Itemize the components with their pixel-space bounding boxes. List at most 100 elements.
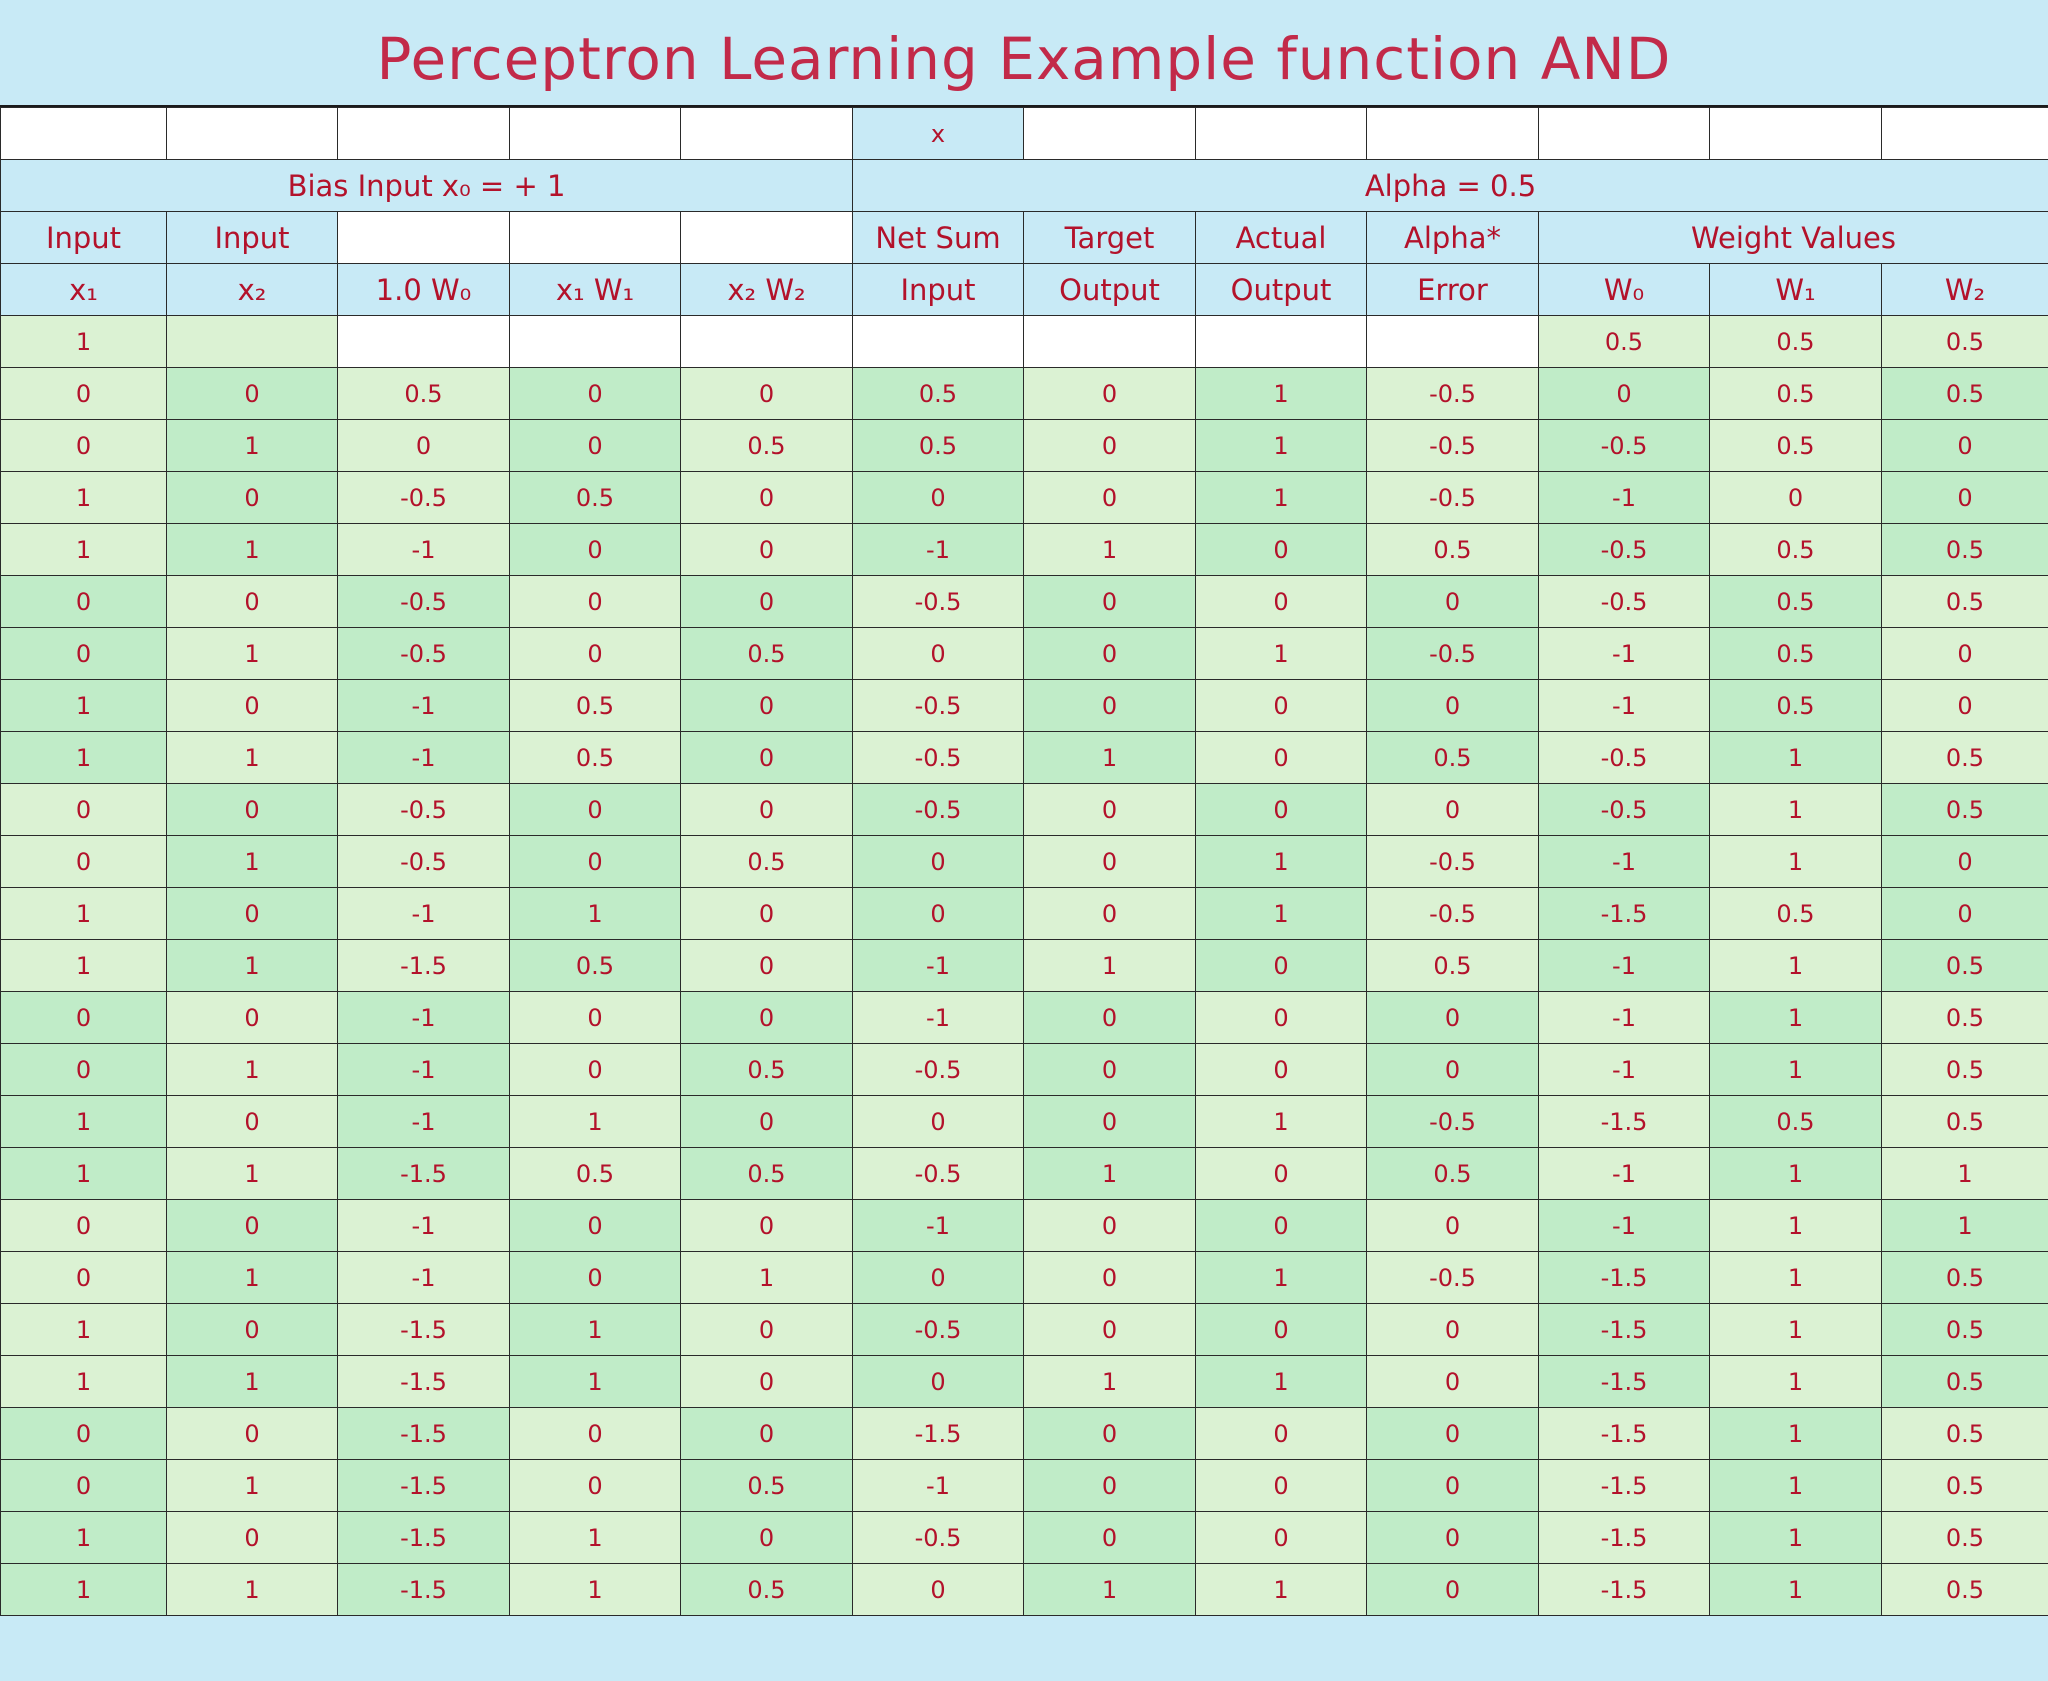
table-cell[interactable]: 1 xyxy=(509,1511,681,1564)
table-cell[interactable]: -0.5 xyxy=(1366,1251,1539,1304)
table-cell[interactable]: 0 xyxy=(166,575,338,628)
table-cell[interactable]: 0.5 xyxy=(509,939,681,992)
table-cell[interactable]: 0 xyxy=(1023,783,1196,836)
table-cell[interactable]: -1 xyxy=(1538,471,1710,524)
table-cell[interactable]: 1 xyxy=(0,315,167,368)
table-cell[interactable]: 0 xyxy=(680,1303,853,1356)
table-cell[interactable]: -0.5 xyxy=(1366,471,1539,524)
table-cell[interactable]: 1 xyxy=(0,1511,167,1564)
table-cell[interactable]: -1.5 xyxy=(337,1355,510,1408)
table-cell[interactable]: -0.5 xyxy=(852,679,1024,732)
table-cell[interactable]: 1 xyxy=(1195,419,1367,472)
table-cell[interactable]: 0.5 xyxy=(680,1459,853,1512)
table-cell[interactable]: 0 xyxy=(0,991,167,1044)
table-cell[interactable]: 0 xyxy=(1195,523,1367,576)
table-cell[interactable]: 0 xyxy=(1195,1199,1367,1252)
table-cell[interactable]: 1 xyxy=(1195,887,1367,940)
table-cell[interactable]: 1 xyxy=(166,419,338,472)
table-cell[interactable]: 0.5 xyxy=(1881,575,2048,628)
table-cell[interactable]: 1 xyxy=(166,523,338,576)
table-cell[interactable]: 0 xyxy=(680,1407,853,1460)
table-cell[interactable]: -0.5 xyxy=(1538,731,1710,784)
table-cell[interactable]: 1 xyxy=(1195,1563,1367,1616)
table-cell[interactable]: 0.5 xyxy=(680,835,853,888)
table-cell[interactable]: 0 xyxy=(1366,1459,1539,1512)
table-cell[interactable]: 0 xyxy=(509,1251,681,1304)
table-cell[interactable]: 1 xyxy=(166,1043,338,1096)
table-cell[interactable]: 1 xyxy=(0,1147,167,1200)
table-cell[interactable]: 0 xyxy=(1195,939,1367,992)
table-cell[interactable]: -1.5 xyxy=(1538,887,1710,940)
table-cell[interactable]: 0 xyxy=(1366,1355,1539,1408)
table-cell[interactable]: 1 xyxy=(1023,1355,1196,1408)
table-cell[interactable]: 0 xyxy=(0,419,167,472)
table-cell[interactable]: 0 xyxy=(1023,1303,1196,1356)
table-cell[interactable]: 0.5 xyxy=(1881,1095,2048,1148)
table-cell[interactable]: 0 xyxy=(1195,679,1367,732)
table-cell[interactable]: 1 xyxy=(0,939,167,992)
table-cell[interactable]: 0 xyxy=(1195,1511,1367,1564)
table-cell[interactable]: 0 xyxy=(0,1407,167,1460)
table-cell[interactable]: 0 xyxy=(852,1095,1024,1148)
table-cell[interactable]: 0 xyxy=(509,419,681,472)
table-cell[interactable] xyxy=(680,315,853,368)
table-cell[interactable] xyxy=(1366,315,1539,368)
table-cell[interactable]: 0.5 xyxy=(1881,1251,2048,1304)
table-cell[interactable]: 0.5 xyxy=(680,1147,853,1200)
table-cell[interactable]: 0 xyxy=(0,1459,167,1512)
table-cell[interactable]: 0.5 xyxy=(1709,523,1882,576)
table-cell[interactable]: 0 xyxy=(852,1563,1024,1616)
table-cell[interactable]: -1.5 xyxy=(1538,1355,1710,1408)
table-cell[interactable]: 1 xyxy=(166,939,338,992)
table-cell[interactable]: 1 xyxy=(1709,1511,1882,1564)
table-cell[interactable]: -0.5 xyxy=(1538,575,1710,628)
table-cell[interactable]: -0.5 xyxy=(1366,367,1539,420)
table-cell[interactable]: 0 xyxy=(1195,1043,1367,1096)
table-cell[interactable]: 1 xyxy=(166,835,338,888)
table-cell[interactable]: 0 xyxy=(1366,575,1539,628)
table-cell[interactable]: 0.5 xyxy=(1709,627,1882,680)
table-cell[interactable]: 0 xyxy=(166,1407,338,1460)
table-cell[interactable]: 0 xyxy=(0,627,167,680)
table-cell[interactable]: 1 xyxy=(0,1095,167,1148)
table-cell[interactable]: -1 xyxy=(852,1199,1024,1252)
table-cell[interactable]: 0 xyxy=(1195,1303,1367,1356)
table-cell[interactable]: 0 xyxy=(852,1251,1024,1304)
table-cell[interactable]: 0.5 xyxy=(1881,939,2048,992)
table-cell[interactable]: -0.5 xyxy=(337,627,510,680)
table-cell[interactable]: -1 xyxy=(337,887,510,940)
table-cell[interactable]: -0.5 xyxy=(1366,1095,1539,1148)
table-cell[interactable]: -1.5 xyxy=(337,1147,510,1200)
table-cell[interactable]: 0 xyxy=(166,1199,338,1252)
table-cell[interactable]: 0 xyxy=(1023,991,1196,1044)
table-cell[interactable]: 1 xyxy=(0,1303,167,1356)
table-cell[interactable]: 0 xyxy=(1195,783,1367,836)
table-cell[interactable]: 0 xyxy=(1195,1407,1367,1460)
table-cell[interactable]: 1 xyxy=(1023,523,1196,576)
table-cell[interactable]: 0.5 xyxy=(1881,1407,2048,1460)
table-cell[interactable]: 1 xyxy=(680,1251,853,1304)
table-cell[interactable]: 1 xyxy=(0,1563,167,1616)
table-cell[interactable]: 0 xyxy=(1366,991,1539,1044)
table-cell[interactable]: -0.5 xyxy=(852,575,1024,628)
table-cell[interactable]: 0.5 xyxy=(1709,575,1882,628)
table-cell[interactable]: -0.5 xyxy=(337,575,510,628)
table-cell[interactable]: 0.5 xyxy=(1881,367,2048,420)
table-cell[interactable]: 0.5 xyxy=(509,679,681,732)
table-cell[interactable]: 0.5 xyxy=(680,627,853,680)
table-cell[interactable]: 0.5 xyxy=(1881,315,2048,368)
table-cell[interactable]: 0 xyxy=(680,679,853,732)
table-cell[interactable]: -1.5 xyxy=(852,1407,1024,1460)
table-cell[interactable]: 0 xyxy=(1366,1043,1539,1096)
table-cell[interactable]: 0 xyxy=(1023,575,1196,628)
table-cell[interactable]: 0 xyxy=(1023,367,1196,420)
table-cell[interactable]: 0 xyxy=(1366,679,1539,732)
table-cell[interactable]: 0 xyxy=(509,367,681,420)
table-cell[interactable]: 0 xyxy=(1881,835,2048,888)
table-cell[interactable]: 0 xyxy=(509,1199,681,1252)
table-cell[interactable]: 1 xyxy=(166,1355,338,1408)
table-cell[interactable]: 1 xyxy=(509,1563,681,1616)
table-cell[interactable]: -1 xyxy=(337,679,510,732)
table-cell[interactable]: 0 xyxy=(0,367,167,420)
table-cell[interactable]: 0.5 xyxy=(1709,1095,1882,1148)
